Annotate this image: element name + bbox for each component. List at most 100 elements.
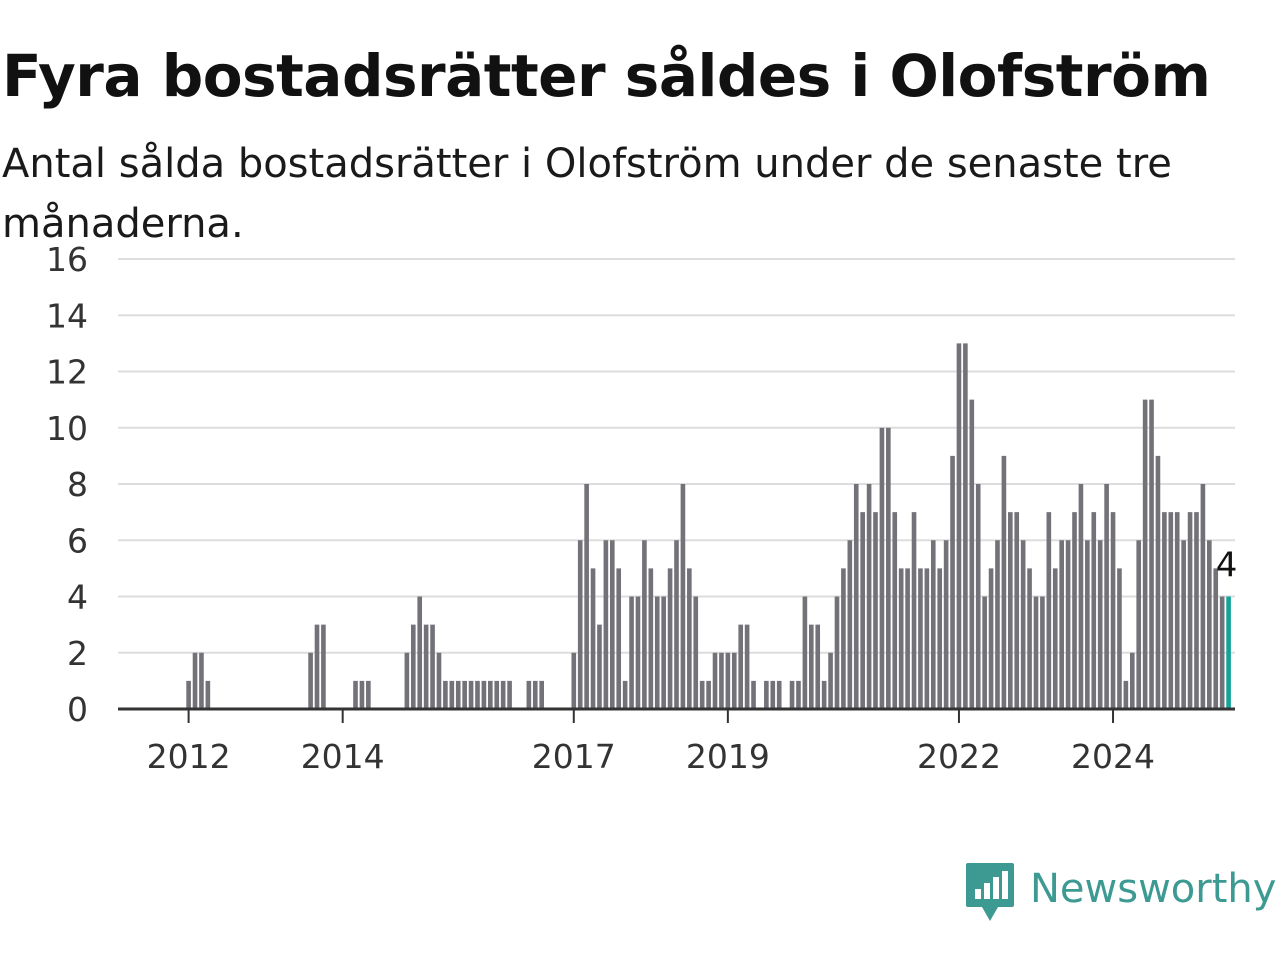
newsworthy-logo: Newsworthy	[964, 860, 1276, 926]
bar	[455, 680, 461, 710]
x-tick-label: 2012	[147, 737, 231, 776]
y-tick-label: 8	[67, 465, 88, 504]
bar	[1207, 540, 1212, 709]
bar	[359, 680, 365, 710]
bar	[841, 568, 846, 710]
bar	[494, 680, 500, 710]
bar	[892, 512, 898, 710]
bar	[635, 596, 641, 709]
bar	[314, 624, 320, 710]
bar	[879, 427, 885, 709]
newsworthy-logo-icon	[966, 863, 1014, 921]
bar	[590, 568, 596, 710]
x-tick-label: 2024	[1071, 737, 1155, 776]
bar	[462, 680, 467, 710]
bar	[731, 652, 737, 709]
bar	[860, 512, 865, 710]
y-tick-label: 0	[67, 690, 88, 729]
bar	[1027, 568, 1032, 710]
bar	[1129, 652, 1135, 709]
bar	[654, 596, 660, 709]
bar	[1020, 540, 1026, 709]
bar	[725, 652, 731, 709]
bar	[616, 568, 622, 710]
bar	[1213, 568, 1219, 710]
bar	[853, 484, 859, 709]
bar	[488, 680, 493, 710]
bar	[353, 680, 358, 710]
last-value-label: 4	[1216, 546, 1238, 586]
bar	[898, 568, 904, 710]
bar	[1008, 512, 1013, 710]
bar	[809, 624, 814, 710]
bar	[1110, 512, 1116, 710]
bar	[507, 680, 512, 710]
bar	[796, 680, 801, 710]
y-tick-label: 6	[67, 521, 88, 560]
bar	[937, 568, 943, 710]
bar	[423, 624, 429, 710]
bar	[1052, 568, 1058, 710]
bar	[963, 343, 968, 710]
bar	[603, 540, 609, 709]
bar	[532, 680, 538, 710]
bar	[1104, 484, 1109, 709]
bar	[475, 680, 480, 710]
bar	[950, 455, 955, 710]
x-tick-label: 2014	[301, 737, 385, 776]
bar	[1142, 399, 1148, 710]
bar	[366, 680, 371, 710]
bar	[706, 680, 711, 710]
bar	[744, 624, 750, 710]
bar	[500, 680, 506, 710]
x-tick-label: 2022	[917, 737, 1001, 776]
bar	[751, 680, 756, 710]
bar	[834, 596, 840, 709]
bar	[577, 540, 583, 709]
bar	[995, 540, 1000, 709]
bar	[1078, 484, 1084, 709]
bar	[719, 652, 724, 709]
bar	[699, 680, 705, 710]
bar	[622, 680, 628, 710]
x-axis	[118, 707, 1235, 723]
bar	[192, 652, 198, 709]
chart-title: Fyra bostadsrätter såldes i Olofström	[2, 42, 1211, 110]
bar	[764, 680, 769, 710]
bar	[738, 624, 743, 710]
bar	[526, 680, 532, 710]
bar	[430, 624, 435, 710]
bar	[1059, 540, 1064, 709]
y-tick-label: 14	[46, 296, 88, 335]
bar	[873, 512, 878, 710]
bar	[1174, 512, 1180, 710]
bar	[1072, 512, 1077, 710]
bar	[642, 540, 647, 709]
annotations: 4	[1216, 546, 1238, 586]
bar-chart: 0 2 4 6 8 10 12 14 16 2012 2014 2017 2019 2022 2024 4	[46, 240, 1238, 776]
y-axis-labels: 0 2 4 6 8 10 12 14 16	[46, 240, 88, 729]
bar	[1194, 512, 1199, 710]
bar-highlight	[1226, 596, 1231, 709]
y-tick-label: 12	[46, 353, 88, 392]
bar	[1085, 540, 1090, 709]
bar	[436, 652, 442, 709]
bar	[1046, 512, 1052, 710]
bar	[1149, 399, 1154, 710]
bar	[930, 540, 936, 709]
bar	[468, 680, 474, 710]
bar	[186, 680, 191, 710]
bar	[1117, 568, 1122, 710]
bar	[674, 540, 679, 709]
y-tick-label: 16	[46, 240, 88, 279]
bar	[449, 680, 455, 710]
bar	[821, 680, 827, 710]
bar	[687, 568, 692, 710]
bar	[802, 596, 808, 709]
bar	[1219, 596, 1225, 709]
bar	[956, 343, 962, 710]
bar	[1187, 512, 1193, 710]
bar	[866, 484, 872, 709]
bar	[1123, 680, 1129, 710]
y-tick-label: 4	[67, 578, 88, 617]
